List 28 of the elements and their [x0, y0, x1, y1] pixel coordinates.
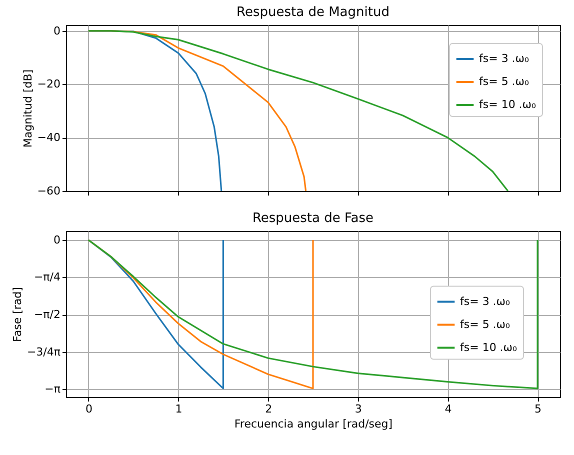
y-tick-label: −π: [44, 382, 61, 396]
x-tick-label: 1: [175, 402, 182, 416]
x-tick-label: 2: [265, 402, 272, 416]
y-axis-title: Fase [rad]: [10, 287, 24, 342]
x-axis-title: Frecuencia angular [rad/seg]: [234, 418, 393, 430]
legend-label: fs= 3 .ω₀: [460, 294, 511, 308]
y-tick-label: −π/2: [34, 308, 60, 322]
chart-title: Respuesta de Fase: [252, 211, 374, 226]
y-tick-label: −π/4: [34, 270, 60, 284]
y-tick-label: 0: [54, 24, 60, 38]
y-tick-label: −3/4π: [26, 345, 61, 358]
x-tick-label: 3: [354, 402, 362, 416]
x-tick-label: 0: [85, 402, 92, 416]
chart-title: Respuesta de Magnitud: [236, 4, 390, 20]
y-tick-label: −60: [37, 184, 60, 198]
y-axis-title: Magnitud [dB]: [21, 69, 34, 148]
y-tick-label: −40: [37, 131, 60, 144]
line-series: [88, 239, 538, 390]
legend-label: fs= 10 .ω₀: [460, 340, 518, 354]
y-tick-label: 0: [54, 234, 60, 247]
legend-label: fs= 5 .ω₀: [460, 318, 511, 331]
x-tick-label: 4: [444, 402, 452, 416]
legend-label: fs= 5 .ω₀: [479, 75, 530, 88]
y-tick-label: −20: [37, 78, 60, 91]
x-tick-label: 5: [534, 402, 542, 416]
line-series: [88, 239, 224, 390]
legend-label: fs= 10 .ω₀: [479, 98, 537, 111]
legend-label: fs= 3 .ω₀: [479, 52, 530, 65]
